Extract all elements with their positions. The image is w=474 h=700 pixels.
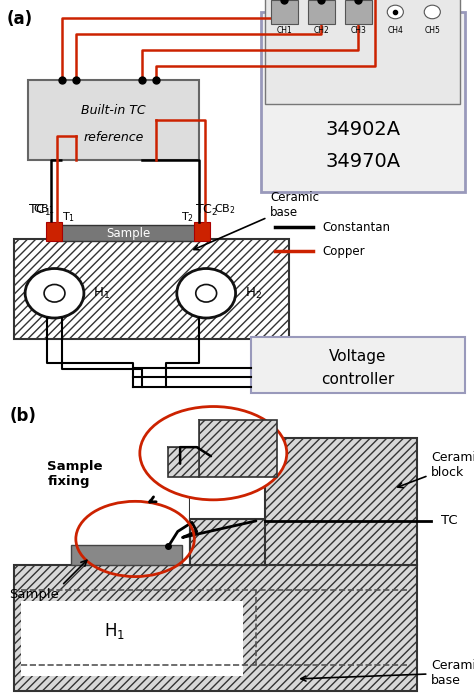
Bar: [168, 420, 199, 447]
Text: reference: reference: [83, 131, 144, 144]
Bar: [194, 222, 210, 242]
Text: (a): (a): [7, 10, 33, 28]
Circle shape: [424, 5, 440, 19]
Text: (b): (b): [9, 407, 36, 424]
Text: Sample
fixing: Sample fixing: [47, 461, 103, 489]
Bar: [271, 0, 298, 24]
Text: Built-in TC: Built-in TC: [82, 104, 146, 117]
Text: Copper: Copper: [322, 245, 365, 258]
Text: Constantan: Constantan: [322, 221, 390, 234]
Text: CH5: CH5: [424, 26, 440, 35]
Text: 34902A: 34902A: [325, 120, 400, 139]
Circle shape: [387, 5, 403, 19]
Bar: [308, 0, 335, 24]
Text: CB$_2$: CB$_2$: [214, 202, 236, 216]
Bar: [265, 0, 460, 104]
Circle shape: [44, 284, 65, 302]
Bar: [28, 80, 199, 160]
Text: TC$_1$: TC$_1$: [28, 202, 51, 218]
Bar: [21, 601, 243, 676]
Bar: [14, 564, 417, 691]
Text: CH4: CH4: [387, 26, 403, 35]
Text: Voltage: Voltage: [329, 349, 387, 364]
Bar: [345, 0, 372, 24]
Text: H$_2$: H$_2$: [245, 286, 262, 301]
Text: Sample: Sample: [106, 227, 150, 239]
Text: controller: controller: [321, 372, 394, 386]
Text: H$_1$: H$_1$: [93, 286, 110, 301]
Bar: [190, 438, 417, 564]
Text: Sample: Sample: [9, 588, 59, 601]
Bar: [57, 225, 199, 242]
Bar: [199, 420, 277, 477]
Bar: [261, 12, 465, 192]
Bar: [14, 239, 289, 339]
Circle shape: [140, 407, 287, 500]
Bar: [190, 438, 265, 519]
Text: Ceramic
base: Ceramic base: [194, 192, 319, 250]
Circle shape: [196, 284, 217, 302]
Bar: [251, 337, 465, 393]
Bar: [71, 545, 182, 564]
Text: Ceramic
block: Ceramic block: [398, 451, 474, 488]
Text: H$_1$: H$_1$: [104, 621, 126, 640]
Text: TC: TC: [441, 514, 457, 527]
Bar: [190, 519, 265, 564]
Text: T$_1$: T$_1$: [62, 210, 75, 223]
Text: CB$_1$: CB$_1$: [33, 202, 55, 216]
Text: TC$_2$: TC$_2$: [195, 202, 218, 218]
Circle shape: [25, 269, 84, 318]
Circle shape: [177, 269, 236, 318]
Text: CH2: CH2: [313, 26, 329, 35]
Text: 34970A: 34970A: [325, 152, 400, 171]
Text: T$_2$: T$_2$: [181, 210, 194, 223]
Text: Ceramic
base: Ceramic base: [301, 659, 474, 687]
Text: CH3: CH3: [350, 26, 366, 35]
Bar: [46, 222, 62, 242]
Bar: [168, 447, 199, 477]
Text: CH1: CH1: [276, 26, 292, 35]
